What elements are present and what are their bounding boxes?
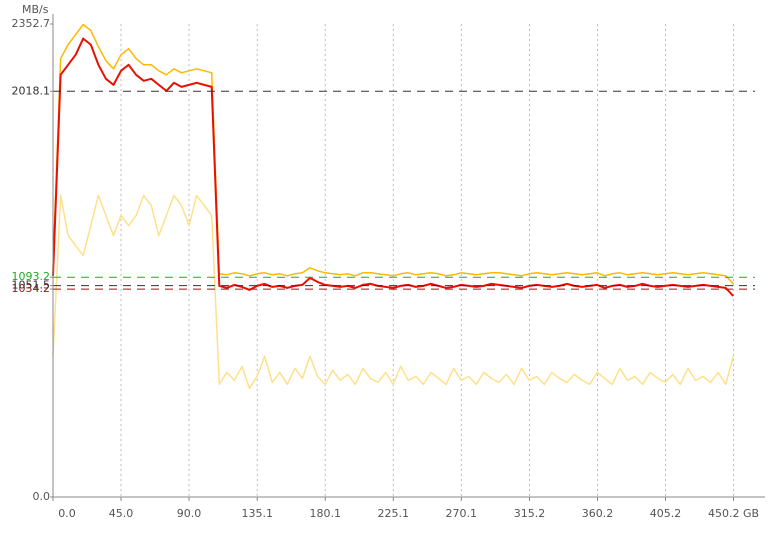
x-tick-label: 405.2 — [650, 507, 682, 520]
x-tick-label: 360.2 — [582, 507, 614, 520]
y-axis-unit: MB/s — [22, 3, 49, 16]
y-tick-label: 1034.2 — [12, 282, 51, 295]
y-tick-label: 1051.5 — [12, 279, 51, 292]
x-tick-label: 0.0 — [58, 507, 76, 520]
x-tick-label: 180.1 — [310, 507, 342, 520]
x-tick-label: 270.1 — [446, 507, 478, 520]
series-line — [52, 194, 735, 390]
series-line — [52, 23, 734, 285]
y-tick-label: 0.0 — [33, 490, 51, 503]
x-tick-label: 90.0 — [177, 507, 202, 520]
x-tick-label: 225.1 — [378, 507, 410, 520]
x-tick-label: 45.0 — [109, 507, 134, 520]
x-tick-label: 450.2 GB — [708, 507, 759, 520]
y-tick-label: 2018.1 — [12, 84, 51, 97]
x-tick-label: 135.1 — [241, 507, 273, 520]
series-line — [52, 37, 735, 297]
x-tick-label: 315.2 — [514, 507, 546, 520]
y-tick-label: 2352.7 — [12, 17, 51, 30]
y-tick-label: 1093.2 — [12, 270, 51, 283]
